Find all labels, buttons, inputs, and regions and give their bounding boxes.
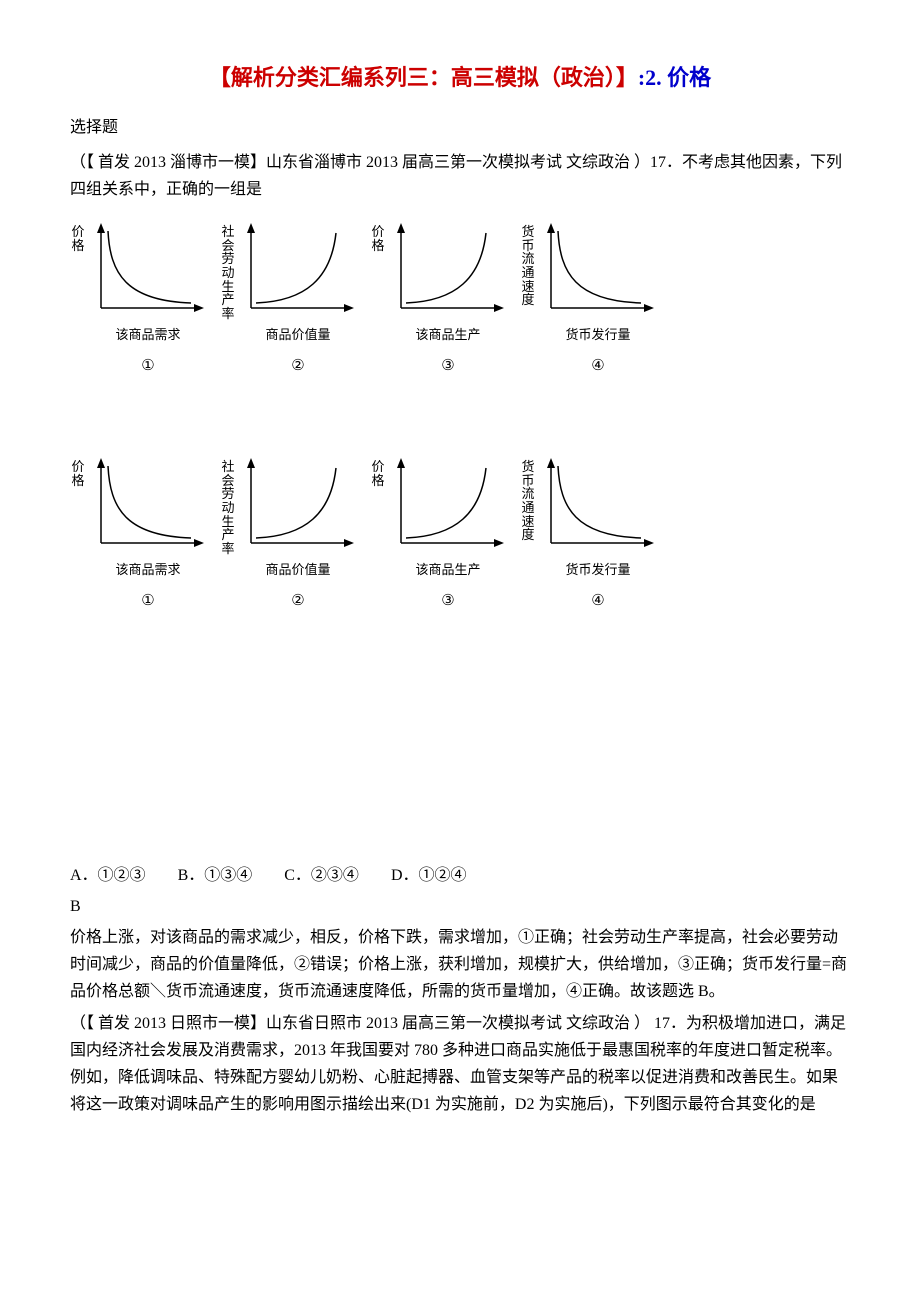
chart-number: ② [220,589,360,613]
explanation-text: 价格上涨，对该商品的需求减少，相反，价格下跌，需求增加，①正确；社会劳动生产率提… [70,924,850,1006]
chart-svg [236,458,356,558]
option-b: B．①③④ [178,863,253,889]
chart-row-1: 价格该商品需求 ① 社会劳动生产率商品价值量 ② 价格该商品生产 ③ 货币流通速度货币发行量… [70,223,850,378]
chart-row-2: 价格该商品需求 ① 社会劳动生产率商品价值量 ② 价格该商品生产 ③ 货币流通速度货币发行量… [70,458,850,613]
chart-number: ① [70,354,210,378]
question-17-intro: （【 首发 2013 淄博市一模】山东省淄博市 2013 届高三第一次模拟考试 … [70,149,850,203]
chart-cell: 价格该商品需求 ① [70,458,210,613]
title-blue: :2. 价格 [638,65,711,90]
chart-number: ② [220,354,360,378]
chart-ylabel: 社会劳动生产率 [220,460,236,555]
chart-number: ④ [520,354,660,378]
chart-cell: 货币流通速度货币发行量 ④ [520,223,660,378]
chart-svg [386,458,506,558]
chart-ylabel: 价格 [370,460,386,487]
chart-number: ④ [520,589,660,613]
chart-cell: 价格该商品需求 ① [70,223,210,378]
chart-svg [236,223,356,323]
chart-svg [536,458,656,558]
chart-xlabel: 货币发行量 [520,325,660,346]
chart-cell: 价格该商品生产 ③ [370,458,510,613]
chart-xlabel: 商品价值量 [220,325,360,346]
chart-cell: 社会劳动生产率商品价值量 ② [220,223,360,378]
chart-xlabel: 该商品生产 [370,560,510,581]
spacer [70,693,850,853]
chart-cell: 价格该商品生产 ③ [370,223,510,378]
page-title: 【解析分类汇编系列三：高三模拟（政治）】:2. 价格 [70,60,850,95]
answer-line: B [70,894,850,920]
option-c: C．②③④ [284,863,359,889]
chart-ylabel: 价格 [370,225,386,252]
options-row: A．①②③ B．①③④ C．②③④ D．①②④ [70,863,850,889]
chart-ylabel: 货币流通速度 [520,460,536,542]
chart-ylabel: 价格 [70,460,86,487]
section-heading: 选择题 [70,115,850,141]
chart-xlabel: 商品价值量 [220,560,360,581]
chart-svg [386,223,506,323]
chart-ylabel: 货币流通速度 [520,225,536,307]
chart-cell: 货币流通速度货币发行量 ④ [520,458,660,613]
chart-cell: 社会劳动生产率商品价值量 ② [220,458,360,613]
title-red: 【解析分类汇编系列三：高三模拟（政治）】 [209,65,638,90]
chart-ylabel: 社会劳动生产率 [220,225,236,320]
chart-xlabel: 该商品需求 [70,560,210,581]
chart-xlabel: 该商品生产 [370,325,510,346]
question-17b-intro: （【 首发 2013 日照市一模】山东省日照市 2013 届高三第一次模拟考试 … [70,1010,850,1119]
chart-number: ③ [370,589,510,613]
chart-ylabel: 价格 [70,225,86,252]
chart-xlabel: 该商品需求 [70,325,210,346]
chart-svg [536,223,656,323]
chart-number: ① [70,589,210,613]
option-a: A．①②③ [70,863,146,889]
option-d: D．①②④ [391,863,467,889]
chart-svg [86,458,206,558]
chart-svg [86,223,206,323]
chart-number: ③ [370,354,510,378]
chart-xlabel: 货币发行量 [520,560,660,581]
